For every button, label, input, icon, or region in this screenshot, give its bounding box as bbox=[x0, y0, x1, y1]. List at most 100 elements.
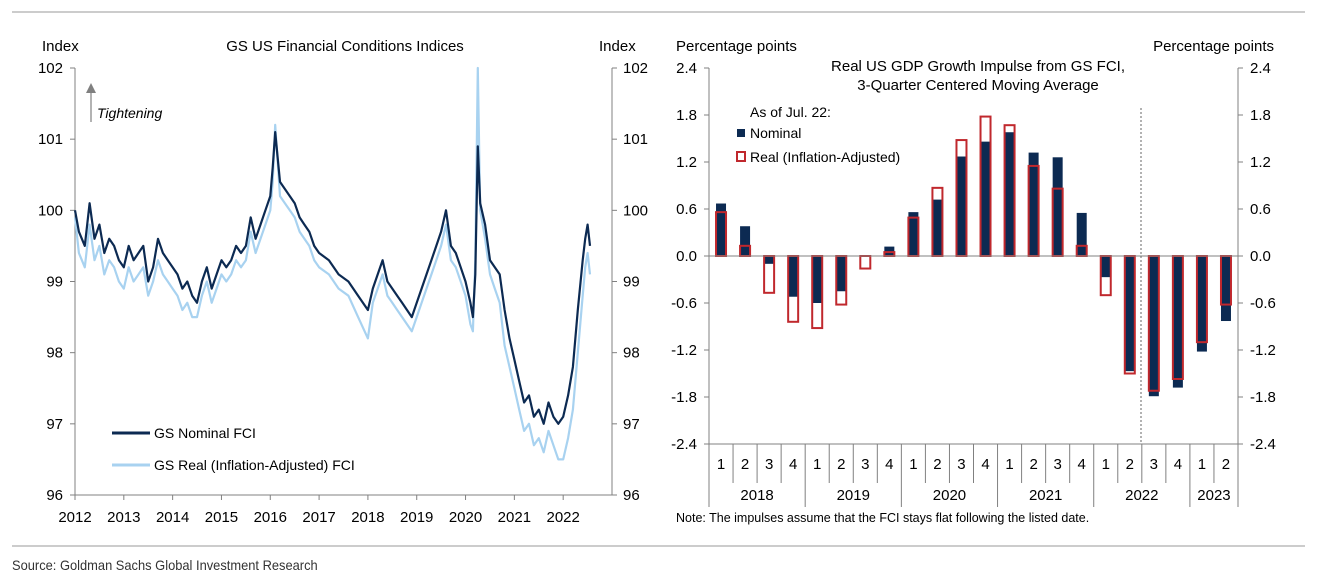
x-tick-label: 2019 bbox=[400, 509, 433, 526]
bar-y-tick-label-left: -1.2 bbox=[671, 342, 697, 359]
y-tick-label-left: 98 bbox=[46, 345, 63, 362]
quarter-label: 4 bbox=[981, 456, 989, 473]
bar-nominal bbox=[716, 203, 727, 256]
quarter-label: 3 bbox=[1150, 456, 1158, 473]
bar-legend-nominal: Nominal bbox=[750, 125, 801, 141]
y-tick-label-left: 101 bbox=[38, 131, 63, 148]
x-tick-label: 2016 bbox=[254, 509, 287, 526]
quarter-label: 1 bbox=[909, 456, 917, 473]
quarter-label: 4 bbox=[1078, 456, 1086, 473]
quarter-label: 3 bbox=[957, 456, 965, 473]
bar-nominal bbox=[956, 156, 967, 256]
x-tick-label: 2014 bbox=[156, 509, 189, 526]
right-y-axis-label: Index bbox=[599, 38, 636, 55]
y-tick-label-left: 100 bbox=[38, 202, 63, 219]
bar-nominal bbox=[1100, 256, 1111, 278]
bar-chart-note: Note: The impulses assume that the FCI s… bbox=[676, 511, 1089, 525]
legend-label-real: GS Real (Inflation-Adjusted) FCI bbox=[154, 457, 355, 473]
y-tick-label-right: 101 bbox=[623, 131, 648, 148]
x-tick-label: 2017 bbox=[302, 509, 335, 526]
x-tick-label: 2020 bbox=[449, 509, 482, 526]
bar-nominal bbox=[788, 256, 799, 297]
bar-nominal bbox=[740, 226, 751, 256]
quarter-label: 2 bbox=[837, 456, 845, 473]
quarter-label: 1 bbox=[717, 456, 725, 473]
year-label: 2018 bbox=[740, 487, 773, 504]
quarter-label: 2 bbox=[1222, 456, 1230, 473]
bar-y-tick-label-right: -1.8 bbox=[1250, 389, 1276, 406]
tightening-arrow-head bbox=[86, 83, 96, 93]
bar-nominal bbox=[1004, 132, 1015, 256]
quarter-label: 3 bbox=[765, 456, 773, 473]
fci-line-chart: GS US Financial Conditions Indices Index… bbox=[38, 38, 648, 526]
quarter-label: 4 bbox=[789, 456, 797, 473]
y-tick-label-left: 96 bbox=[46, 487, 63, 504]
quarter-label: 1 bbox=[1198, 456, 1206, 473]
y-tick-label-right: 97 bbox=[623, 416, 640, 433]
quarter-label: 3 bbox=[861, 456, 869, 473]
bar-nominal bbox=[1028, 152, 1039, 256]
year-label: 2022 bbox=[1125, 487, 1158, 504]
x-tick-label: 2021 bbox=[498, 509, 531, 526]
bar-y-tick-label-left: -2.4 bbox=[671, 436, 697, 453]
quarter-label: 2 bbox=[1029, 456, 1037, 473]
x-tick-label: 2015 bbox=[205, 509, 238, 526]
y-tick-label-right: 96 bbox=[623, 487, 640, 504]
bar-y-tick-label-right: -0.6 bbox=[1250, 295, 1276, 312]
bar-nominal bbox=[836, 256, 847, 292]
y-tick-label-right: 102 bbox=[623, 60, 648, 77]
bar-legend-header: As of Jul. 22: bbox=[750, 104, 831, 120]
quarter-label: 1 bbox=[813, 456, 821, 473]
bar-y-tick-label-right: 0.6 bbox=[1250, 201, 1271, 218]
quarter-label: 1 bbox=[1005, 456, 1013, 473]
bar-y-tick-label-left: 0.0 bbox=[676, 248, 697, 265]
bar-y-tick-label-right: -2.4 bbox=[1250, 436, 1276, 453]
year-label: 2019 bbox=[837, 487, 870, 504]
bar-y-tick-label-left: 1.8 bbox=[676, 107, 697, 124]
right-chart-left-axis-label: Percentage points bbox=[676, 38, 797, 55]
bar-nominal bbox=[1076, 212, 1087, 256]
x-tick-label: 2012 bbox=[58, 509, 91, 526]
bar-nominal bbox=[1172, 256, 1183, 388]
bar-nominal bbox=[908, 212, 919, 256]
bar-y-tick-label-left: 2.4 bbox=[676, 60, 697, 77]
quarter-label: 2 bbox=[1126, 456, 1134, 473]
x-tick-label: 2013 bbox=[107, 509, 140, 526]
year-label: 2021 bbox=[1029, 487, 1062, 504]
bar-nominal bbox=[1052, 157, 1063, 256]
quarter-label: 4 bbox=[885, 456, 893, 473]
legend-label-nominal: GS Nominal FCI bbox=[154, 425, 256, 441]
bar-nominal bbox=[980, 141, 991, 256]
left-chart-title: GS US Financial Conditions Indices bbox=[226, 38, 464, 55]
bar-y-tick-label-left: -0.6 bbox=[671, 295, 697, 312]
y-tick-label-left: 97 bbox=[46, 416, 63, 433]
gdp-impulse-bar-chart: Real US GDP Growth Impulse from GS FCI, … bbox=[671, 38, 1276, 525]
x-tick-label: 2018 bbox=[351, 509, 384, 526]
bar-nominal bbox=[1196, 256, 1207, 352]
series-line-real-fci bbox=[73, 66, 592, 461]
y-tick-label-right: 100 bbox=[623, 202, 648, 219]
y-tick-label-left: 99 bbox=[46, 274, 63, 291]
legend-swatch-nominal-bar bbox=[737, 129, 745, 137]
right-chart-title: Real US GDP Growth Impulse from GS FCI, bbox=[831, 58, 1125, 75]
year-label: 2020 bbox=[933, 487, 966, 504]
bar-y-tick-label-right: 1.2 bbox=[1250, 154, 1271, 171]
left-y-axis-label: Index bbox=[42, 38, 79, 55]
x-tick-label: 2022 bbox=[546, 509, 579, 526]
bar-nominal bbox=[812, 256, 823, 303]
y-tick-label-right: 98 bbox=[623, 345, 640, 362]
bar-y-tick-label-right: 2.4 bbox=[1250, 60, 1271, 77]
bar-nominal bbox=[932, 199, 943, 256]
quarter-label: 1 bbox=[1102, 456, 1110, 473]
y-tick-label-right: 99 bbox=[623, 274, 640, 291]
bar-y-tick-label-right: -1.2 bbox=[1250, 342, 1276, 359]
bar-nominal bbox=[1148, 256, 1159, 397]
source-note: Source: Goldman Sachs Global Investment … bbox=[12, 557, 318, 573]
quarter-label: 2 bbox=[741, 456, 749, 473]
bar-nominal bbox=[1220, 256, 1231, 322]
bar-legend-real: Real (Inflation-Adjusted) bbox=[750, 149, 900, 165]
bar-y-tick-label-left: -1.8 bbox=[671, 389, 697, 406]
tightening-annotation: Tightening bbox=[97, 105, 162, 121]
right-chart-right-axis-label: Percentage points bbox=[1153, 38, 1274, 55]
